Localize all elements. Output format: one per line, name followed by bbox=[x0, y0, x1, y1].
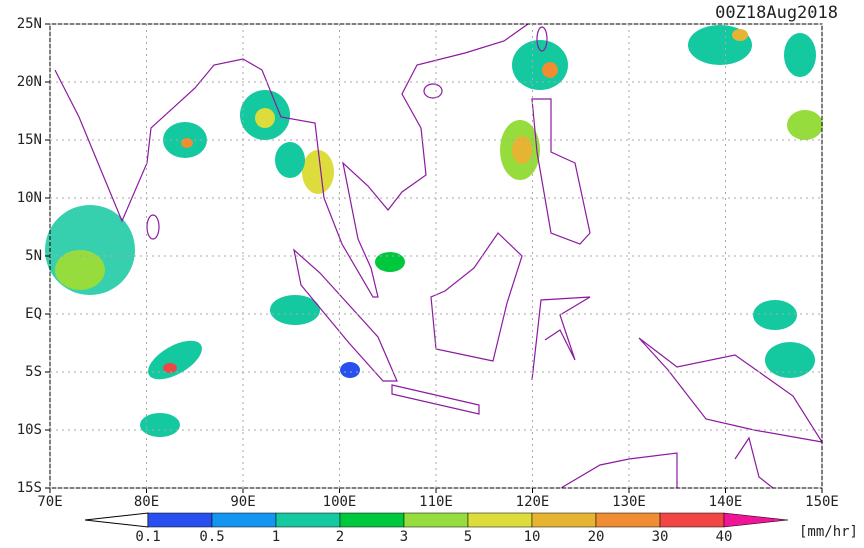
colorbar-label: 30 bbox=[652, 529, 669, 544]
colorbar-label: 3 bbox=[400, 529, 408, 544]
colorbar-label: 2 bbox=[336, 529, 344, 544]
colorbar-box bbox=[467, 512, 533, 528]
colorbar-label: 0.5 bbox=[199, 529, 224, 544]
colorbar-label: 40 bbox=[716, 529, 733, 544]
y-tick-label: 15N bbox=[17, 132, 42, 148]
colorbar-label: 10 bbox=[524, 529, 541, 544]
y-tick-label: 25N bbox=[17, 16, 42, 32]
colorbar-box bbox=[339, 512, 405, 528]
rain-areas bbox=[45, 25, 823, 437]
x-tick-label: 150E bbox=[805, 494, 839, 510]
colorbar-unit: [mm/hr] bbox=[799, 524, 858, 540]
x-tick-label: 90E bbox=[230, 494, 255, 510]
x-tick-label: 140E bbox=[709, 494, 743, 510]
y-tick-label: 15S bbox=[17, 480, 42, 496]
y-tick-label: 5S bbox=[25, 364, 42, 380]
y-tick-label: 10S bbox=[17, 422, 42, 438]
colorbar-box bbox=[211, 512, 277, 528]
colorbar-box bbox=[595, 512, 661, 528]
colorbar-label: 0.1 bbox=[135, 529, 160, 544]
colorbar-box bbox=[531, 512, 597, 528]
x-tick-label: 80E bbox=[134, 494, 159, 510]
coastlines bbox=[54, 23, 824, 489]
y-tick-label: EQ bbox=[25, 306, 42, 322]
x-tick-label: 120E bbox=[516, 494, 550, 510]
colorbar-low bbox=[84, 512, 149, 528]
colorbar-box bbox=[659, 512, 725, 528]
colorbar-label: 1 bbox=[272, 529, 280, 544]
y-tick-label: 10N bbox=[17, 190, 42, 206]
colorbar-high bbox=[723, 512, 789, 528]
y-tick-label: 20N bbox=[17, 74, 42, 90]
colorbar-box bbox=[403, 512, 469, 528]
x-tick-label: 100E bbox=[323, 494, 357, 510]
map-title: 00Z18Aug2018 bbox=[715, 3, 838, 23]
colorbar-label: 5 bbox=[464, 529, 472, 544]
x-tick-label: 130E bbox=[612, 494, 646, 510]
y-tick-label: 5N bbox=[25, 248, 42, 264]
x-tick-label: 70E bbox=[37, 494, 62, 510]
x-tick-label: 110E bbox=[419, 494, 453, 510]
colorbar-box bbox=[147, 512, 213, 528]
colorbar-box bbox=[275, 512, 341, 528]
colorbar-label: 20 bbox=[588, 529, 605, 544]
